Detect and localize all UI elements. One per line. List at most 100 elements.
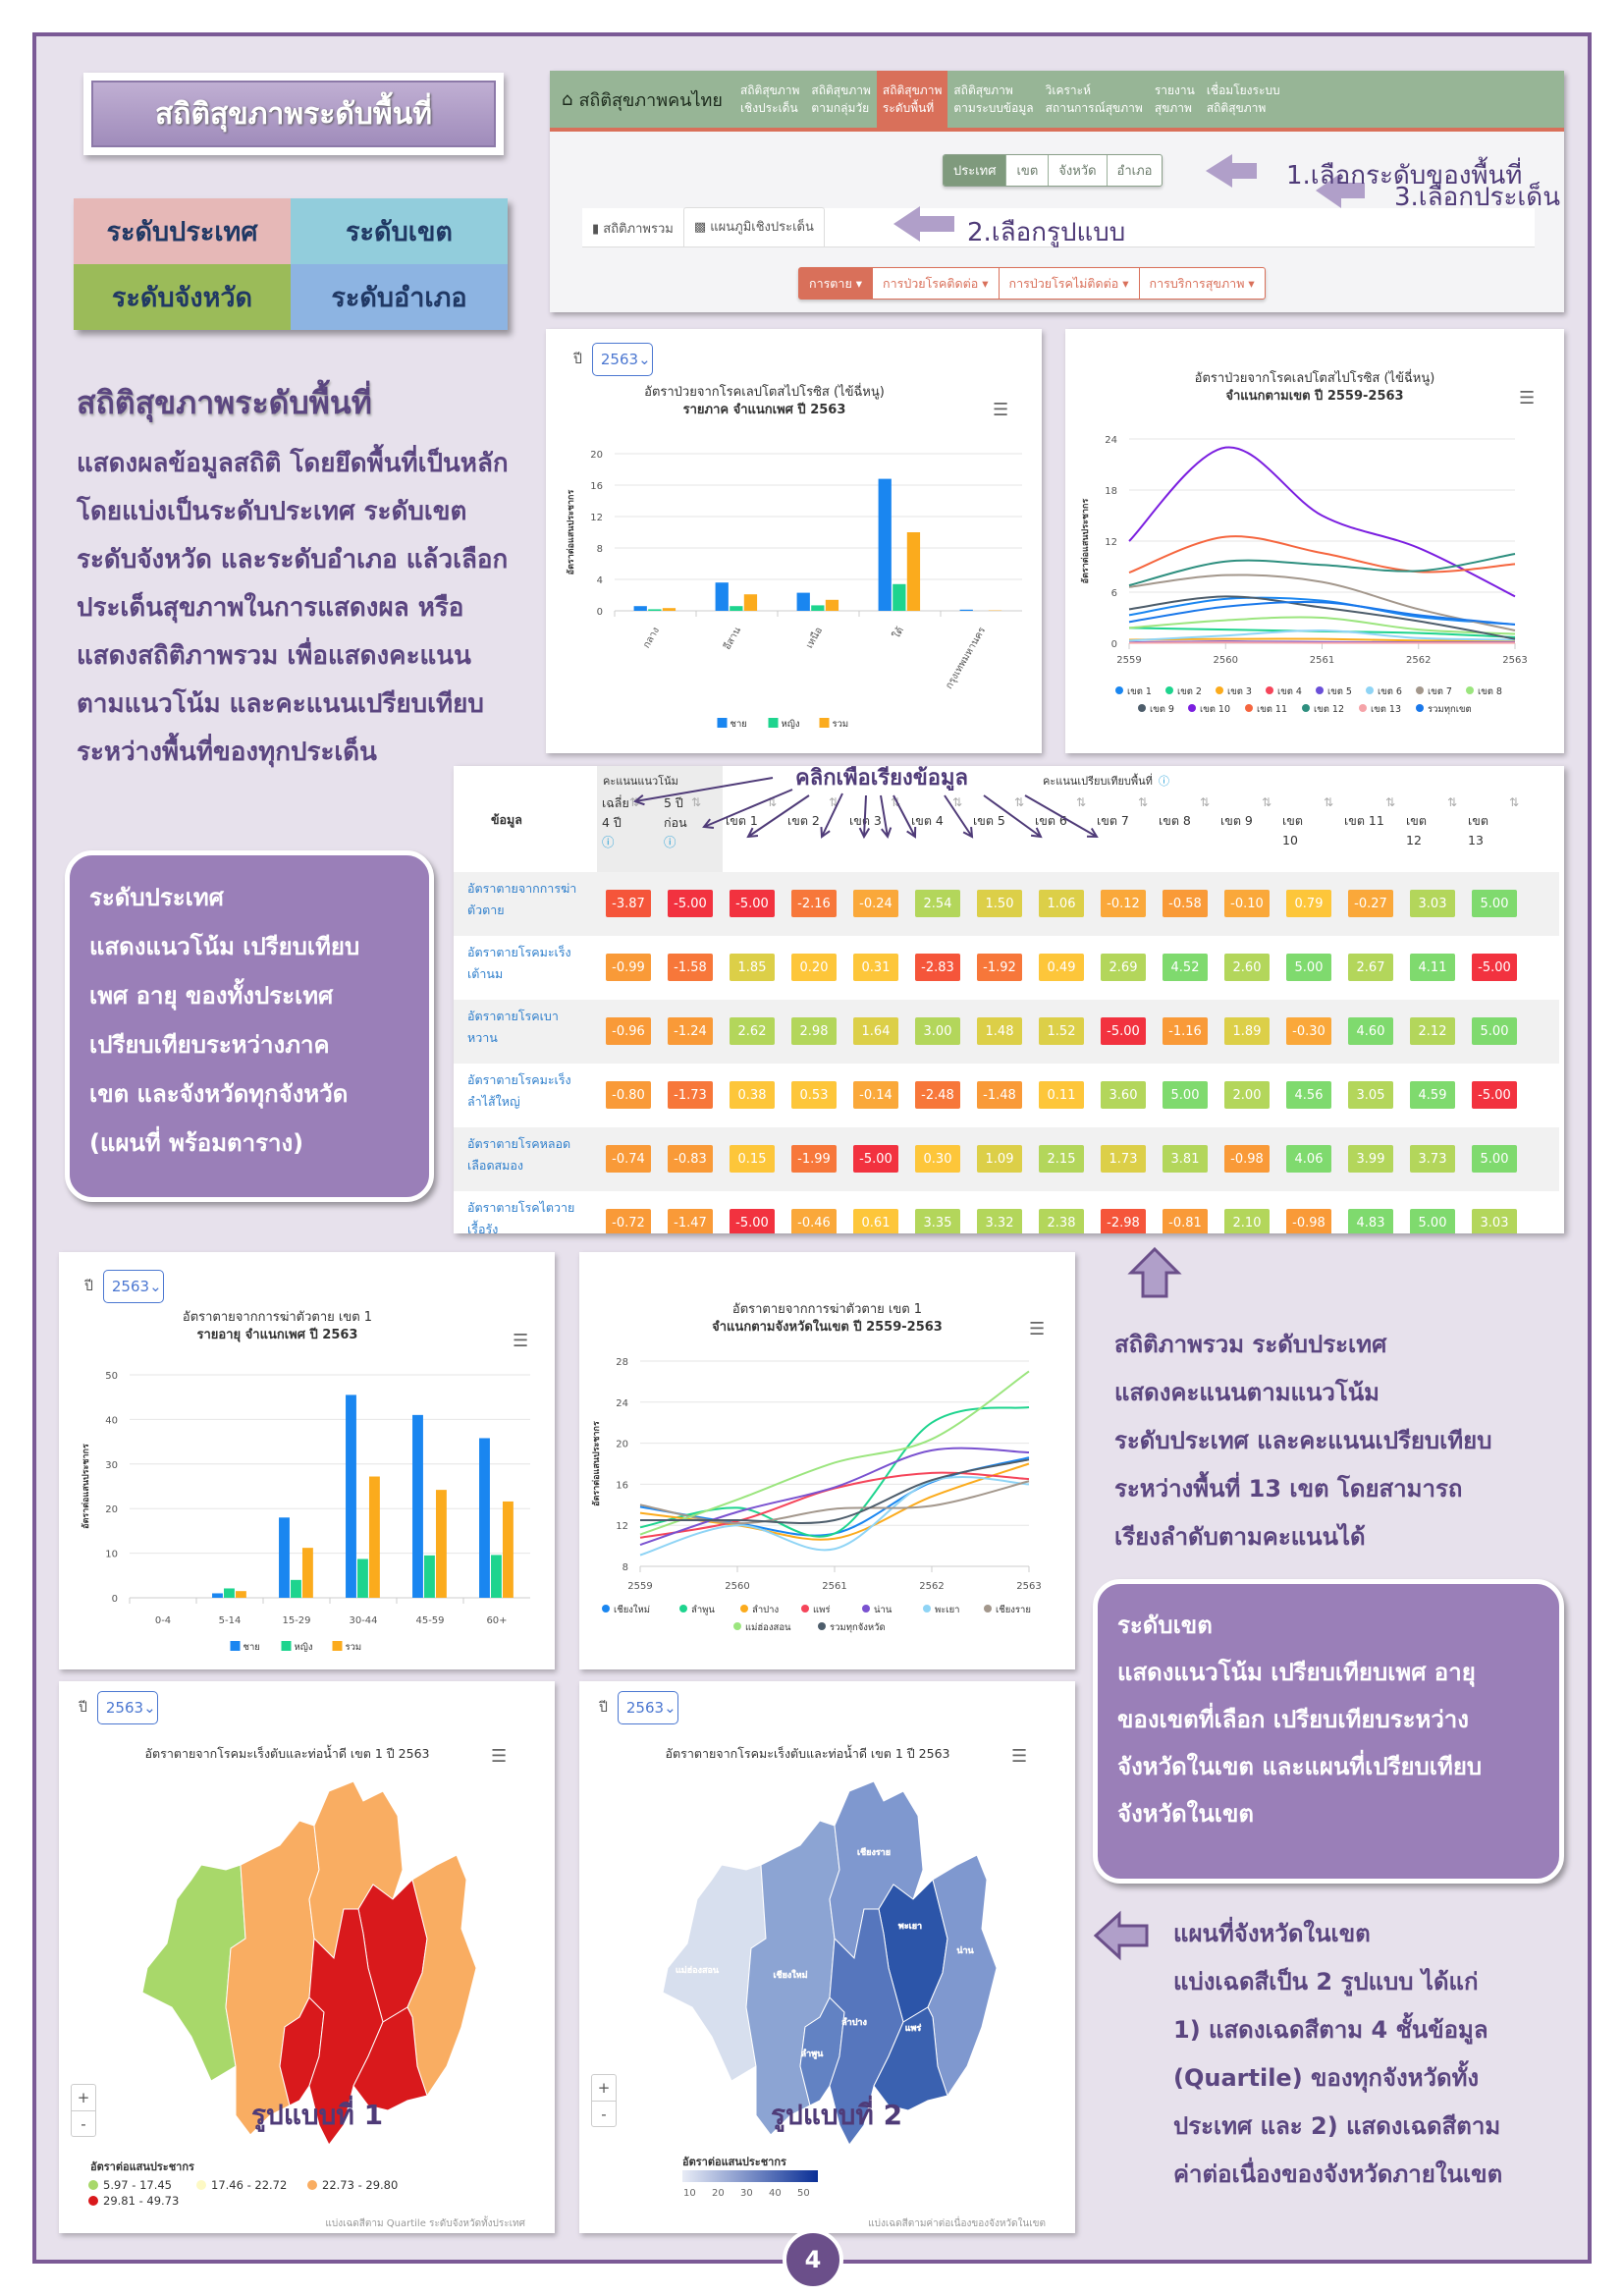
bar-รวม-45-59[interactable] [435, 1490, 447, 1598]
series-line-เขต 8[interactable] [1128, 616, 1516, 635]
chart-menu-icon[interactable]: ☰ [1519, 388, 1536, 409]
province-nan[interactable] [927, 1854, 998, 2098]
bar-หญิง-30-44[interactable] [357, 1558, 368, 1598]
legend-label[interactable]: เขต 2 [1177, 686, 1202, 697]
series-line-น่าน[interactable] [639, 1447, 1030, 1547]
legend-label[interactable]: เชียงราย [996, 1604, 1031, 1615]
bar-รวม-ใต้[interactable] [906, 532, 921, 611]
legend-label[interactable]: เขต 5 [1327, 686, 1352, 697]
legend-label[interactable]: เขต 1 [1127, 686, 1152, 697]
legend-label[interactable]: หญิง [782, 719, 800, 730]
legend-label[interactable]: รวมทุกจังหวัด [830, 1622, 886, 1633]
map-menu-icon[interactable]: ☰ [1011, 1746, 1028, 1767]
bar-หญิง-กลาง[interactable] [648, 609, 662, 611]
bar-ชาย-45-59[interactable] [412, 1414, 423, 1598]
nav-item[interactable]: เชื่อมโยงระบบ สถิติสุขภาพ [1201, 71, 1286, 128]
bar-ชาย-15-29[interactable] [279, 1517, 290, 1598]
bar-รวม-60+[interactable] [502, 1501, 514, 1598]
bar-ชาย-อีสาน[interactable] [715, 582, 729, 611]
legend-item[interactable]: 17.46 - 22.72 [196, 2178, 287, 2192]
sort-icon[interactable]: ⇅ [1262, 795, 1272, 809]
row-label-link[interactable]: อัตราตายโรคหลอด เลือดสมอง [467, 1133, 605, 1176]
legend-label[interactable]: เชียงใหม่ [614, 1604, 650, 1615]
info-icon[interactable]: ⓘ [1158, 775, 1169, 788]
legend-label[interactable]: แม่ฮ่องสอน [745, 1622, 791, 1633]
sort-icon[interactable]: ⇅ [1014, 795, 1025, 809]
sortable-column-header[interactable]: เขต 1 [726, 811, 784, 831]
zoom-in-button[interactable]: + [77, 2089, 90, 2106]
year-select[interactable]: 2563 ⌄ [591, 343, 653, 376]
year-select[interactable]: 2563 ⌄ [96, 1691, 158, 1724]
tab-issue-charts[interactable]: ▩ แผนภูมิเชิงประเด็น [682, 207, 825, 246]
tab-overview[interactable]: ▮ สถิติภาพรวม [592, 222, 674, 237]
year-select[interactable]: 2563 ⌄ [102, 1270, 164, 1303]
nav-item[interactable]: รายงาน สุขภาพ [1149, 71, 1201, 128]
legend-label[interactable]: เขต 13 [1371, 704, 1401, 715]
sort-icon[interactable]: ⇅ [1324, 795, 1334, 809]
zoom-out-button[interactable]: - [72, 2110, 95, 2136]
info-icon[interactable]: ⓘ [664, 835, 676, 849]
row-label-link[interactable]: อัตราตายโรคมะเร็ง เต้านม [467, 942, 605, 985]
legend-label[interactable]: เขต 8 [1478, 686, 1502, 697]
area-level-district[interactable]: อำเภอ [1106, 155, 1163, 186]
nav-item[interactable]: วิเคราะห์ สถานการณ์สุขภาพ [1040, 71, 1149, 128]
info-icon[interactable]: ⓘ [602, 835, 615, 849]
legend-label[interactable]: เขต 10 [1200, 704, 1230, 715]
row-label-link[interactable]: อัตราตายโรคไตวาย เรื้อรัง [467, 1197, 605, 1233]
bar-ชาย-เหนือ[interactable] [796, 592, 810, 611]
nav-item[interactable]: สถิติสุขภาพ ตามกลุ่มวัย [805, 71, 876, 128]
sort-icon[interactable]: ⇅ [629, 795, 640, 809]
legend-item[interactable]: 5.97 - 17.45 [88, 2178, 172, 2192]
brand-link[interactable]: ⌂ สถิติสุขภาพคนไทย [550, 71, 734, 128]
sort-icon[interactable]: ⇅ [1385, 795, 1396, 809]
sort-icon[interactable]: ⇅ [1447, 795, 1458, 809]
bar-หญิง-ใต้[interactable] [893, 583, 906, 611]
bar-ชาย-60+[interactable] [479, 1438, 490, 1598]
bar-รวม-30-44[interactable] [368, 1476, 380, 1598]
sort-icon[interactable]: ⇅ [1200, 795, 1211, 809]
province-pr[interactable] [873, 2006, 948, 2111]
series-line-เขต 6[interactable] [1128, 629, 1516, 642]
legend-label[interactable]: แพร่ [813, 1605, 831, 1615]
legend-label[interactable]: เขต 6 [1378, 686, 1402, 697]
series-line-เขต 9[interactable] [1128, 595, 1516, 640]
sort-icon[interactable]: ⇅ [829, 795, 839, 809]
issue-service-dropdown[interactable]: การบริการสุขภาพ ▾ [1138, 268, 1265, 299]
legend-label[interactable]: หญิง [295, 1642, 313, 1653]
issue-death-dropdown[interactable]: การตาย ▾ [799, 268, 873, 299]
sortable-column-header[interactable]: เขต 12 [1406, 811, 1465, 850]
year-select[interactable]: 2563 ⌄ [617, 1691, 678, 1724]
bar-หญิง-5-14[interactable] [224, 1588, 235, 1598]
area-level-country[interactable]: ประเทศ [944, 155, 1006, 186]
row-label-link[interactable]: อัตราตายจากการฆ่า ตัวตาย [467, 878, 605, 921]
nav-item[interactable]: สถิติสุขภาพ ระดับพื้นที่ [876, 71, 948, 128]
legend-label[interactable]: ลำปาง [752, 1605, 779, 1615]
bar-รวม-อีสาน[interactable] [743, 594, 758, 611]
series-line-พะเยา[interactable] [639, 1476, 1030, 1557]
sortable-column-header[interactable]: เขต 5 [973, 811, 1032, 831]
legend-label[interactable]: รวมทุกเขต [1428, 704, 1472, 715]
series-line-เขต 3[interactable] [1128, 637, 1516, 642]
bar-ชาย-5-14[interactable] [212, 1593, 223, 1598]
bar-ชาย-กลาง[interactable] [633, 606, 647, 611]
legend-label[interactable]: เขต 3 [1227, 686, 1252, 697]
bar-ชาย-กรุงเทพมหานคร[interactable] [959, 609, 973, 611]
sortable-column-header[interactable]: เขต 2 [787, 811, 846, 831]
nav-item[interactable]: สถิติสุขภาพ เชิงประเด็น [734, 71, 805, 128]
bar-หญิง-60+[interactable] [491, 1555, 502, 1598]
chart-menu-icon[interactable]: ☰ [513, 1331, 529, 1351]
area-level-region[interactable]: เขต [1005, 155, 1048, 186]
bar-หญิง-เหนือ[interactable] [811, 605, 825, 611]
sortable-column-header[interactable]: เขต 9 [1220, 811, 1279, 831]
nav-item[interactable]: สถิติสุขภาพ ตามระบบข้อมูล [947, 71, 1039, 128]
series-line-เขต 11[interactable] [1128, 535, 1516, 574]
legend-label[interactable]: รวม [833, 719, 849, 730]
sort-icon[interactable]: ⇅ [1509, 795, 1520, 809]
series-line-แม่ฮ่องสอน[interactable] [639, 1370, 1030, 1536]
issue-communicable-dropdown[interactable]: การป่วยโรคติดต่อ ▾ [872, 268, 998, 299]
province-nan[interactable] [406, 1854, 477, 2098]
row-label-link[interactable]: อัตราตายโรคมะเร็ง ลำไส้ใหญ่ [467, 1069, 605, 1113]
sortable-column-header[interactable]: 5 ปี ก่อน ⓘ [664, 793, 723, 852]
map-menu-icon[interactable]: ☰ [491, 1746, 508, 1767]
legend-label[interactable]: พะเยา [935, 1605, 960, 1615]
